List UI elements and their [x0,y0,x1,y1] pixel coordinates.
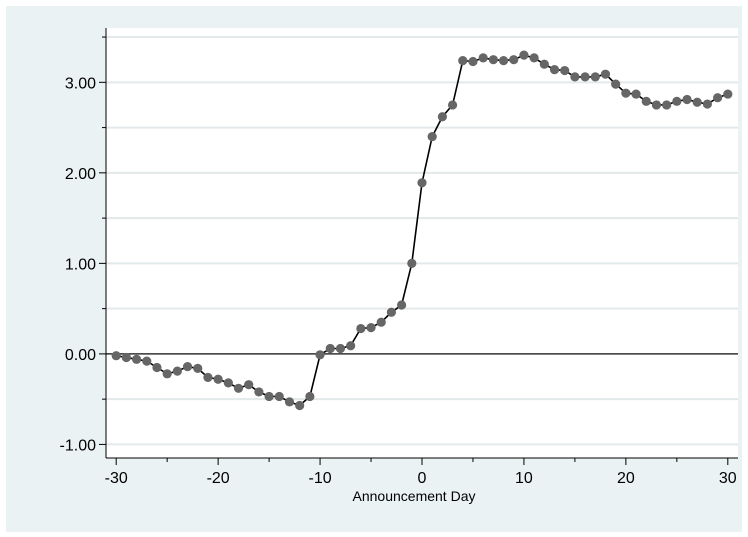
data-point [651,100,662,110]
data-point [223,378,233,388]
y-tick-label: 0.00 [65,347,96,364]
data-point [182,361,193,372]
data-point [172,366,182,376]
data-point [723,89,733,99]
data-point [437,112,447,122]
y-axis: -1.00 0.00 1.00 2.00 3.00 [60,28,107,458]
data-point [111,351,121,361]
data-point [346,341,356,351]
data-point [233,383,244,393]
data-point [284,397,295,407]
data-point [702,99,713,109]
data-point [641,96,651,106]
data-point [325,343,335,354]
data-point [672,96,682,106]
data-point [509,55,519,65]
x-tick-label: -20 [207,470,230,487]
data-point [468,56,478,67]
data-point [264,391,274,402]
data-point [539,59,549,69]
data-point [682,94,692,105]
plot-area [106,28,738,458]
data-point [529,53,539,63]
data-point [488,55,498,65]
data-point [335,343,346,354]
grid-lines [106,36,738,446]
y-tick-label: 3.00 [65,75,96,92]
data-point [498,55,509,66]
data-point [142,356,152,366]
data-point [193,363,203,373]
data-point [417,178,427,188]
x-axis-title: Announcement Day [353,488,476,504]
y-tick-label: 2.00 [65,166,96,183]
chart-frame: -1.00 0.00 1.00 2.00 3.00 -30 -20 -10 0 10 20 30 A… [6,6,742,532]
data-point [203,372,213,383]
data-point [152,362,162,373]
data-point [549,65,560,75]
y-tick-label: 1.00 [65,256,96,273]
line-chart: -1.00 0.00 1.00 2.00 3.00 -30 -20 -10 0 10 20 30 A… [60,28,738,504]
data-point [560,65,570,76]
data-point [274,391,284,402]
data-point [366,323,376,333]
data-points [111,50,733,411]
data-point [478,53,488,63]
data-point [590,72,600,82]
data-point [631,89,641,99]
data-point [131,354,142,364]
x-tick-label: 20 [617,470,635,487]
data-point [305,391,315,402]
x-tick-label: 0 [418,470,427,487]
data-point [427,132,437,142]
x-tick-label: -10 [309,470,332,487]
x-tick-label: -30 [105,470,128,487]
data-point [315,350,325,360]
data-point [611,79,621,89]
x-tick-label: 30 [719,470,737,487]
data-point [662,100,672,110]
data-point [458,55,468,66]
x-tick-label: 10 [515,470,533,487]
data-point [407,258,417,268]
data-point [692,97,702,107]
data-point [570,72,580,82]
data-point [356,323,366,334]
y-tick-label: -1.00 [60,437,97,454]
data-point [244,380,254,390]
data-point [397,300,407,310]
data-point [580,72,590,82]
data-point [386,307,397,317]
data-point [295,400,305,411]
data-point [376,317,386,327]
data-point [519,50,529,60]
data-point [121,352,131,363]
data-point [713,93,723,103]
x-axis: -30 -20 -10 0 10 20 30 [105,457,738,487]
data-point [621,88,631,98]
data-point [600,69,611,79]
data-point [254,387,264,397]
data-point [162,369,172,379]
data-point [213,374,223,384]
data-point [447,100,458,110]
